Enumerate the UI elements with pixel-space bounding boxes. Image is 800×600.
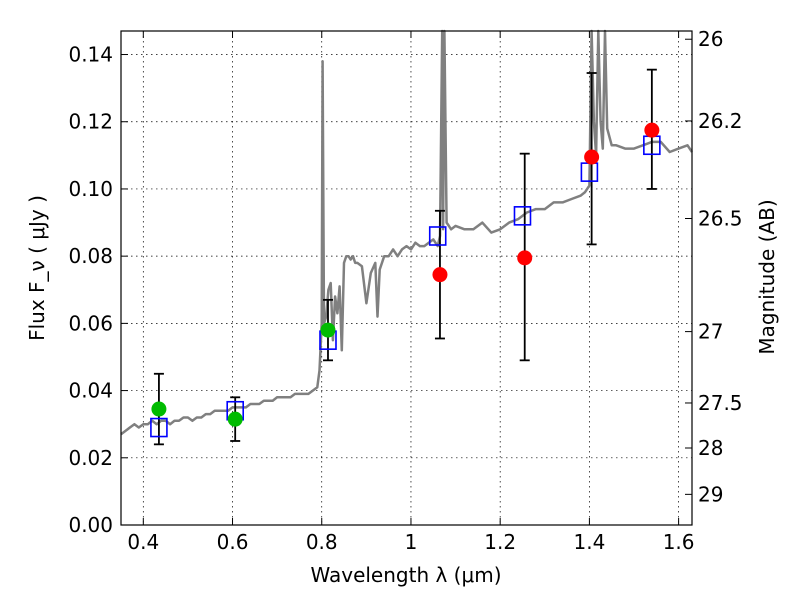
- plot-frame: [120, 30, 693, 526]
- y-tick-label: 0.10: [68, 177, 113, 201]
- mag-tick-label: 26.5: [698, 206, 743, 230]
- x-tick-label: 0.6: [217, 530, 249, 554]
- x-tick-label: 1: [405, 530, 418, 554]
- x-tick-label: 1.6: [663, 530, 695, 554]
- detection-point: [151, 401, 167, 417]
- mag-tick-label: 29: [698, 482, 723, 506]
- y2-axis-title: Magnitude (AB): [755, 199, 779, 354]
- x-tick-label: 1.4: [573, 530, 605, 554]
- y-tick-label: 0.08: [68, 244, 113, 268]
- mag-tick-label: 26.2: [698, 109, 743, 133]
- axis-ticks: 0.4 0.6 0.8 1 1.2 1.4 1.6 0.00 0.02 0.04 0.06 0.08 0…: [68, 27, 742, 554]
- y-tick-label: 0.14: [68, 43, 113, 67]
- x-tick-label: 0.4: [127, 530, 159, 554]
- x-tick-label: 0.8: [306, 530, 338, 554]
- spectrum-line: [120, 29, 694, 436]
- mag-tick-label: 26: [698, 27, 723, 51]
- model-flux-square: [513, 206, 532, 226]
- model-spectrum: [120, 29, 694, 436]
- red-point: [517, 250, 533, 266]
- x-axis-title: Wavelength λ (μm): [310, 563, 501, 587]
- red-point: [584, 149, 600, 165]
- x-tick-label: 1.2: [484, 530, 516, 554]
- model-flux-square: [150, 417, 168, 438]
- detection-point: [227, 411, 243, 427]
- y-tick-label: 0.06: [68, 311, 113, 335]
- red-point: [432, 267, 448, 283]
- y-tick-label: 0.00: [68, 513, 113, 537]
- y-tick-label: 0.12: [68, 110, 113, 134]
- y-axis-title: Flux F_ν ( μJy ): [25, 195, 49, 341]
- model-flux-square: [428, 226, 447, 246]
- mag-tick-label: 27.5: [698, 391, 743, 415]
- measured-photometry: [151, 122, 660, 427]
- mag-tick-label: 28: [698, 436, 723, 460]
- red-point: [644, 122, 660, 138]
- detection-point: [320, 322, 336, 338]
- mag-tick-label: 27: [698, 320, 723, 344]
- y-tick-label: 0.02: [68, 446, 113, 470]
- y-tick-label: 0.04: [68, 379, 113, 403]
